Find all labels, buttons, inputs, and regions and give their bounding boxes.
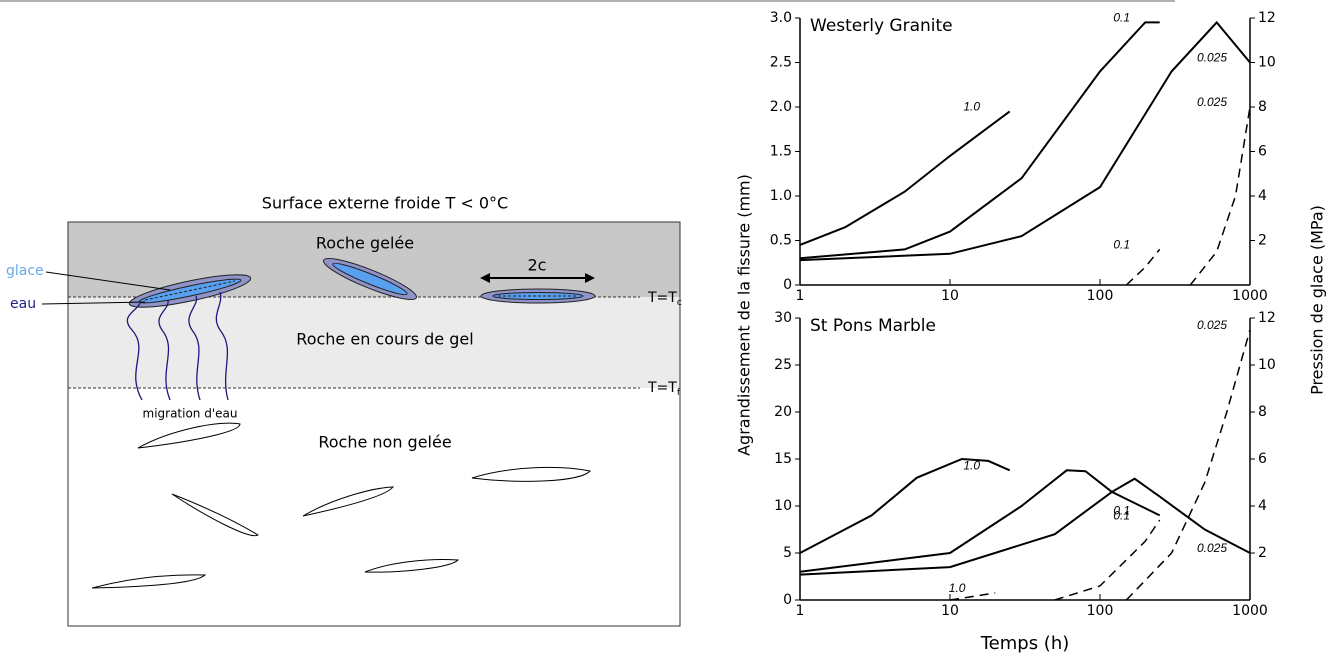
- curve-label: 0.025: [1197, 95, 1227, 109]
- series-line: [799, 21, 1160, 260]
- zone-label: Roche non gelée: [318, 433, 451, 452]
- front-sub: f: [677, 388, 681, 398]
- series-line: [949, 592, 996, 601]
- y-tick-label: 0: [783, 277, 792, 293]
- front-text: T=T: [647, 380, 677, 396]
- y2-tick-label: 8: [1258, 99, 1267, 115]
- x-tick-label: 1: [796, 603, 805, 619]
- series-line: [1125, 248, 1161, 286]
- front-label: T=Tf: [647, 380, 681, 398]
- y-tick-label: 30: [774, 310, 792, 326]
- y-tick-label: 0: [783, 592, 792, 608]
- y2-tick-label: 10: [1258, 55, 1276, 71]
- y2-axis-label: Pression de glace (MPa): [1308, 205, 1327, 395]
- crack-size: 2c: [528, 256, 547, 275]
- empty-cracks: [91, 422, 591, 589]
- crack: [323, 257, 417, 301]
- y-tick-label: 25: [774, 357, 792, 373]
- y-tick-label: 2.0: [770, 99, 792, 115]
- y2-tick-label: 8: [1258, 404, 1267, 420]
- x-tick-label: 1000: [1232, 288, 1268, 304]
- y2-tick-label: 6: [1258, 451, 1267, 467]
- y-tick-label: 3.0: [770, 10, 792, 26]
- y2-tick-label: 4: [1258, 498, 1267, 514]
- curve-label: 0.1: [1113, 11, 1130, 25]
- y2-tick-label: 12: [1258, 10, 1276, 26]
- y-tick-label: 20: [774, 404, 792, 420]
- ice-label: glace: [6, 263, 44, 279]
- x-tick-label: 100: [1087, 288, 1114, 304]
- x-tick-label: 1000: [1232, 603, 1268, 619]
- curve-label: 0.025: [1197, 51, 1227, 65]
- migration-label: migration d'eau: [143, 407, 238, 421]
- curve-label: 0.025: [1197, 541, 1227, 555]
- front-sub: c: [677, 298, 682, 308]
- caption: Surface externe froide T < 0°C: [262, 194, 508, 213]
- chart-title: St Pons Marble: [810, 316, 936, 336]
- curve-label: 1.0: [963, 458, 980, 472]
- curve-label: 1.0: [949, 581, 966, 595]
- y2-tick-label: 6: [1258, 144, 1267, 160]
- x-tick-label: 10: [941, 603, 959, 619]
- y-tick-label: 15: [774, 451, 792, 467]
- water-label: eau: [10, 296, 36, 312]
- series-line: [799, 110, 1011, 246]
- curve-label: 1.0: [963, 100, 980, 114]
- series-line: [799, 477, 1251, 576]
- series-line: [1054, 519, 1161, 601]
- zone-label: Roche en cours de gel: [296, 330, 473, 349]
- series-line: [799, 469, 1161, 573]
- curve-label: 0.025: [1197, 318, 1227, 332]
- y2-tick-label: 2: [1258, 545, 1267, 561]
- curve-label: 0.1: [1113, 504, 1130, 518]
- y-tick-label: 1.5: [770, 144, 792, 160]
- curve-label: 0.1: [1113, 238, 1130, 252]
- y-tick-label: 0.5: [770, 233, 792, 249]
- y-tick-label: 10: [774, 498, 792, 514]
- migration-arrows: [126, 291, 229, 401]
- chart-title: Westerly Granite: [810, 16, 953, 36]
- y2-tick-label: 12: [1258, 310, 1276, 326]
- charts: 1 10 100 100000.51.01.52.02.53.024681012Wes…: [735, 10, 1327, 654]
- series-line: [1125, 329, 1251, 601]
- leader: [45, 271, 171, 291]
- curve-label: 0.1: [1113, 508, 1130, 522]
- zone-label: Roche gelée: [316, 234, 414, 253]
- y-tick-label: 1.0: [770, 188, 792, 204]
- y-tick-label: 2.5: [770, 55, 792, 71]
- x-tick-label: 1: [796, 288, 805, 304]
- crack: [480, 288, 596, 304]
- y-axis-label: Agrandissement de la fissure (mm): [735, 174, 754, 456]
- front-text: T=T: [647, 290, 677, 306]
- y-tick-label: 5: [783, 545, 792, 561]
- series-line: [799, 20, 1251, 262]
- series-line: [1189, 106, 1251, 286]
- rock-block: [67, 221, 681, 627]
- diagram: Surface externe froide T < 0°C Roche gel…: [6, 194, 682, 627]
- y2-tick-label: 2: [1258, 233, 1267, 249]
- x-axis-label: Temps (h): [980, 633, 1070, 654]
- y2-tick-label: 10: [1258, 357, 1276, 373]
- series-line: [799, 457, 1011, 554]
- x-tick-label: 100: [1087, 603, 1114, 619]
- y2-tick-label: 4: [1258, 188, 1267, 204]
- freezing-zone: [68, 297, 680, 388]
- front-label: T=Tc: [647, 290, 682, 308]
- x-tick-label: 10: [941, 288, 959, 304]
- leader: [41, 301, 146, 305]
